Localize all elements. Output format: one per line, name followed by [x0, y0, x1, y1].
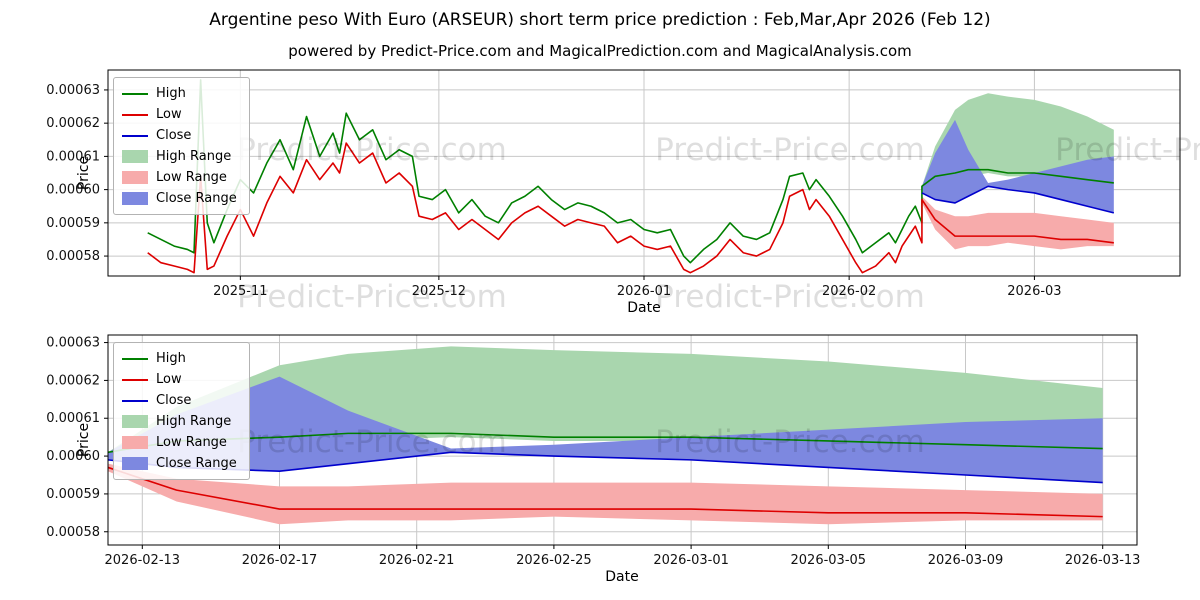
forecast-detail-plot: 2026-02-13 2026-02-17 2026-02-21 2026-02-25…: [46, 334, 1141, 568]
legend-item-close: Close: [122, 125, 237, 146]
y-tick-label: 0.00059: [46, 216, 100, 231]
history-with-forecast-plot: 2025-11 2025-12 2026-01 2026-02 2026-03 0.000…: [46, 69, 1181, 299]
close-line: [921, 185, 1115, 214]
legend-item-high: High: [122, 348, 237, 369]
legend-patch-swatch: [122, 192, 148, 205]
legend-line-swatch: [122, 399, 148, 402]
legend-patch-swatch: [122, 415, 148, 428]
bottom-chart-legend: High Low Close High Range Low Range Close Ran…: [113, 342, 250, 480]
y-tick-label: 0.00060: [46, 449, 100, 464]
legend-label: High Range: [156, 414, 232, 429]
y-tick-label: 0.00058: [46, 249, 100, 264]
legend-patch-swatch: [122, 150, 148, 163]
x-tick-label: 2026-02: [822, 284, 876, 299]
bottom-chart-xlabel: Date: [605, 569, 639, 585]
top-chart-xlabel: Date: [627, 300, 661, 316]
legend-patch-swatch: [122, 171, 148, 184]
legend-item-close: Close: [122, 390, 237, 411]
y-tick-label: 0.00060: [46, 183, 100, 198]
plot-border: [107, 69, 1181, 277]
x-tick-label: 2026-03: [1007, 284, 1061, 299]
y-tick-label: 0.00058: [46, 525, 100, 540]
y-tick-label: 0.00063: [46, 83, 100, 98]
x-tick-label: 2025-12: [412, 284, 466, 299]
close-range-band: [108, 376, 1103, 483]
legend-line-swatch: [122, 134, 148, 137]
legend-label: Low Range: [156, 170, 227, 185]
x-tick-label: 2026-02-25: [516, 553, 592, 568]
legend-label: Low: [156, 107, 182, 122]
y-tick-label: 0.00063: [46, 336, 100, 351]
legend-label: Low Range: [156, 435, 227, 450]
legend-patch-swatch: [122, 436, 148, 449]
bottom-chart-ylabel: Price: [76, 422, 92, 458]
legend-patch-swatch: [122, 457, 148, 470]
legend-item-low: Low: [122, 369, 237, 390]
figure-subtitle: powered by Predict-Price.com and Magical…: [288, 42, 912, 60]
legend-line-swatch: [122, 113, 148, 116]
x-tick-label: 2026-02-21: [379, 553, 455, 568]
legend-item-close-range: Close Range: [122, 453, 237, 474]
x-tick-label: 2026-03-09: [928, 553, 1004, 568]
y-tick-label: 0.00062: [46, 116, 100, 131]
top-chart-legend: High Low Close High Range Low Range Close Ran…: [113, 77, 250, 215]
low-line: [147, 142, 1114, 274]
plot-border: [107, 334, 1138, 546]
low-line: [107, 466, 1103, 518]
x-tick-label: 2026-01: [617, 284, 671, 299]
legend-label: High Range: [156, 149, 232, 164]
legend-line-swatch: [122, 357, 148, 360]
legend-item-low-range: Low Range: [122, 432, 237, 453]
x-tick-label: 2026-02-17: [242, 553, 318, 568]
y-tick-label: 0.00059: [46, 487, 100, 502]
legend-item-low: Low: [122, 104, 237, 125]
legend-label: Close: [156, 128, 192, 143]
x-tick-label: 2026-03-13: [1065, 553, 1141, 568]
y-tick-label: 0.00061: [46, 149, 100, 164]
legend-label: Close Range: [156, 456, 237, 471]
legend-label: Close Range: [156, 191, 237, 206]
legend-label: Close: [156, 393, 192, 408]
legend-item-high-range: High Range: [122, 146, 237, 167]
close-range-band: [921, 119, 1114, 213]
high-line: [147, 79, 1114, 264]
figure-title: Argentine peso With Euro (ARSEUR) short …: [209, 10, 991, 30]
y-tick-label: 0.00062: [46, 373, 100, 388]
legend-item-low-range: Low Range: [122, 167, 237, 188]
x-tick-label: 2026-02-13: [105, 553, 181, 568]
legend-label: High: [156, 351, 186, 366]
legend-item-close-range: Close Range: [122, 188, 237, 209]
y-tick-label: 0.00061: [46, 411, 100, 426]
legend-item-high-range: High Range: [122, 411, 237, 432]
top-chart-ylabel: Price: [76, 155, 92, 191]
legend-line-swatch: [122, 92, 148, 95]
x-tick-label: 2025-11: [213, 284, 267, 299]
x-tick-label: 2026-03-05: [791, 553, 867, 568]
legend-label: Low: [156, 372, 182, 387]
legend-label: High: [156, 86, 186, 101]
legend-item-high: High: [122, 83, 237, 104]
legend-line-swatch: [122, 378, 148, 381]
x-tick-label: 2026-03-01: [653, 553, 729, 568]
